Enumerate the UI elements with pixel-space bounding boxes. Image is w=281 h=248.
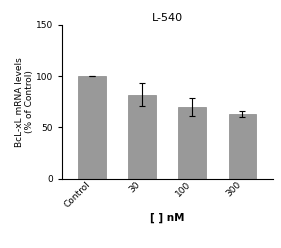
Title: L-540: L-540 <box>152 13 183 23</box>
X-axis label: [ ] nM: [ ] nM <box>150 212 184 222</box>
Bar <box>229 114 256 179</box>
Bar <box>128 94 156 179</box>
Bar <box>78 76 106 179</box>
Y-axis label: BcL-xL mRNA levels
(% of Control): BcL-xL mRNA levels (% of Control) <box>15 57 34 147</box>
Bar <box>178 107 206 179</box>
